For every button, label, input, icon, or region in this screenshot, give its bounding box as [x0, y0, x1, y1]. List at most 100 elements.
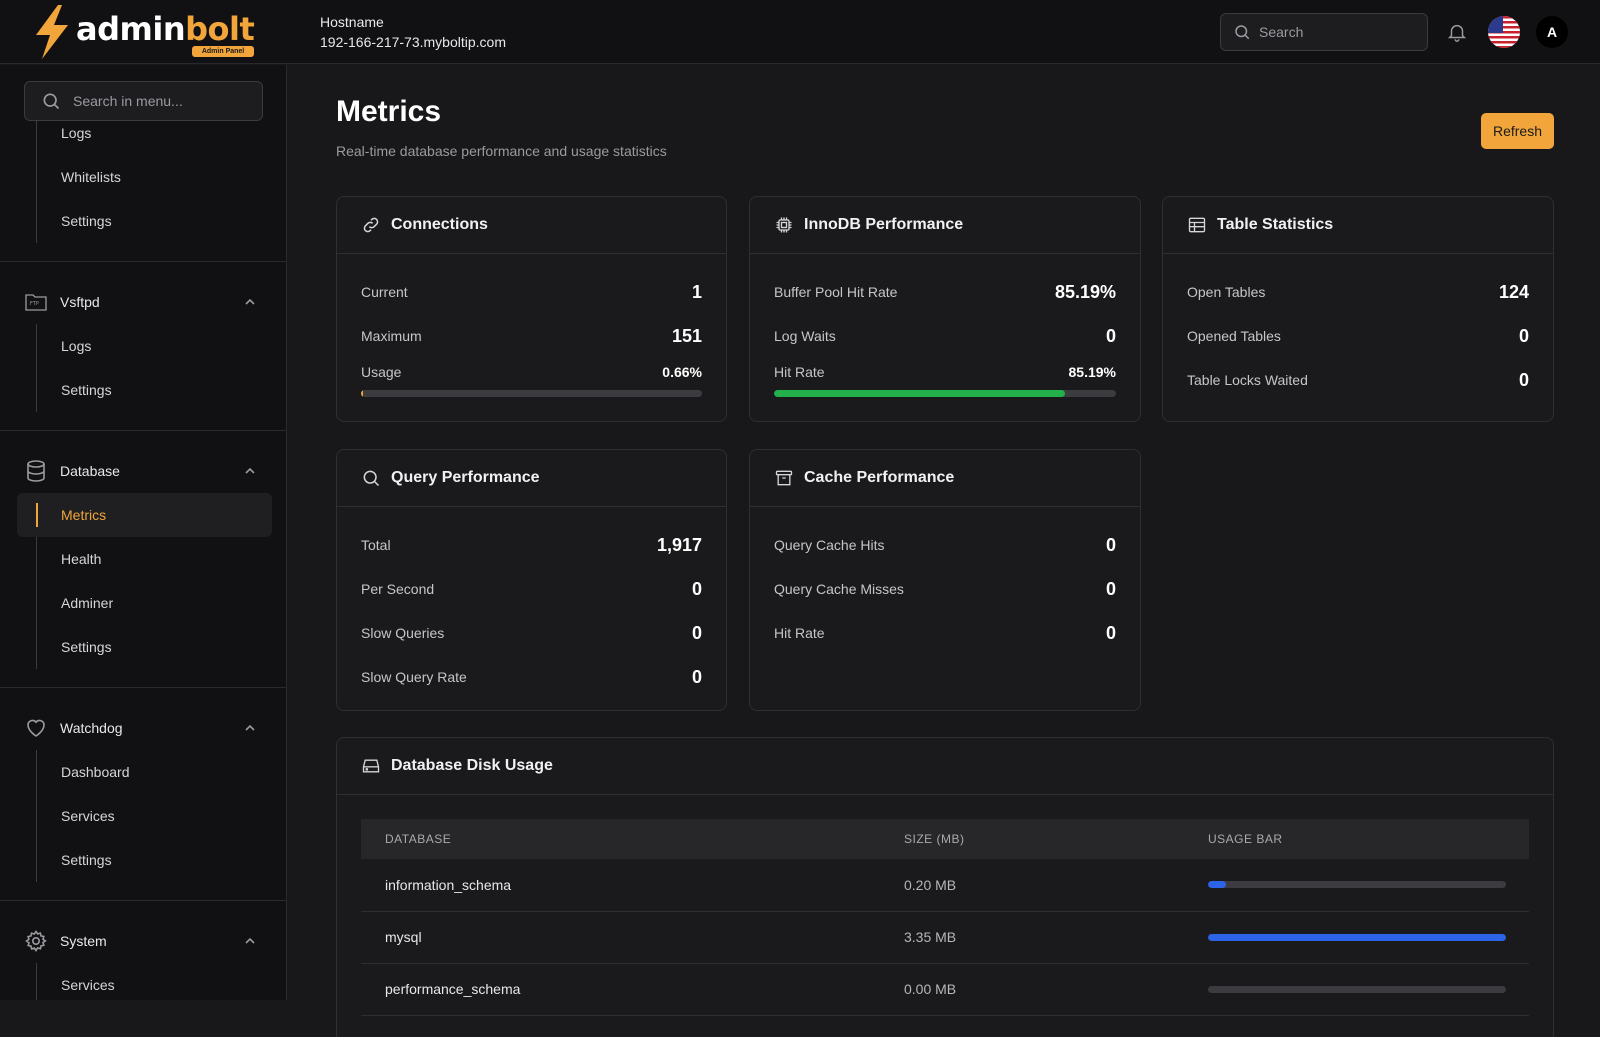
search-icon	[363, 470, 380, 487]
table-row[interactable]: information_schema 0.20 MB	[361, 859, 1529, 912]
divider	[0, 261, 286, 262]
chevron-up-icon	[245, 298, 255, 305]
metric-label: Maximum	[361, 328, 422, 344]
refresh-button[interactable]: Refresh	[1480, 113, 1554, 149]
metric-label: Hit Rate	[774, 625, 825, 641]
sidebar-item-settings[interactable]: Settings	[61, 213, 112, 229]
svg-text:FTP: FTP	[30, 301, 39, 307]
card-header: Cache Performance	[750, 450, 1140, 507]
header-search[interactable]	[1220, 13, 1428, 51]
metric-value: 0	[1518, 369, 1529, 390]
sidebar-item-adminer[interactable]: Adminer	[61, 595, 114, 611]
metric-label: Table Locks Waited	[1187, 372, 1308, 388]
gear-icon	[25, 930, 47, 952]
metric-value: 0	[691, 622, 702, 643]
query-performance-card: Query Performance Total 1,917 Per Second 0…	[336, 449, 727, 711]
metric-row: Buffer Pool Hit Rate 85.19%	[774, 270, 1116, 314]
metric-row: Per Second 0	[361, 567, 702, 611]
metric-row: Total 1,917	[361, 523, 702, 567]
metric-label: Slow Query Rate	[361, 669, 467, 685]
card-title: InnoDB Performance	[804, 216, 964, 233]
sidebar-item-settings[interactable]: Settings	[61, 382, 112, 398]
table-header-row: DATABASE SIZE (MB) USAGE BAR	[361, 819, 1529, 859]
brand-word-a: admin	[76, 9, 186, 48]
sidebar-search[interactable]	[24, 81, 263, 121]
metric-value: 124	[1498, 281, 1529, 302]
usage-progress-bar	[361, 390, 702, 397]
header-actions: A	[1220, 13, 1568, 51]
sidebar-item-metrics[interactable]: Metrics	[17, 493, 272, 537]
database-icon	[27, 460, 45, 482]
us-flag-icon[interactable]	[1488, 16, 1520, 48]
sidebar-menu: Logs Whitelists Settings FTP Vsftpd Logs…	[0, 111, 286, 1000]
metric-row: Opened Tables 0	[1187, 314, 1529, 358]
metric-label: Query Cache Misses	[774, 581, 904, 597]
table-icon	[1188, 217, 1206, 233]
metric-label: Per Second	[361, 581, 435, 597]
metric-label: Slow Queries	[361, 625, 445, 641]
card-header: Query Performance	[337, 450, 726, 507]
header-search-input[interactable]	[1259, 24, 1409, 40]
table-row[interactable]: mysql 3.35 MB	[361, 911, 1529, 964]
metric-label: Log Waits	[774, 328, 836, 344]
sidebar-subitems: Logs Settings	[36, 324, 286, 412]
divider	[0, 430, 286, 431]
brand-logo[interactable]: adminbolt Admin Panel	[0, 0, 288, 64]
metric-label: Current	[361, 284, 408, 300]
metric-value: 85.19%	[1054, 281, 1116, 302]
column-header-size[interactable]: SIZE (MB)	[880, 819, 1184, 859]
metric-label: Open Tables	[1187, 284, 1266, 300]
usage-value: 0.66%	[662, 364, 702, 380]
sidebar-item-logs[interactable]: Logs	[61, 125, 92, 141]
metric-label: Query Cache Hits	[774, 537, 885, 553]
sidebar-item-settings[interactable]: Settings	[61, 639, 112, 655]
metric-value: 0	[1105, 534, 1116, 555]
sidebar-group-system[interactable]: System	[0, 901, 286, 981]
metric-row: Query Cache Misses 0	[774, 567, 1116, 611]
metric-value: 1	[691, 281, 702, 302]
chevron-up-icon	[245, 937, 255, 944]
heart-icon	[27, 719, 45, 737]
sidebar-item-whitelists[interactable]: Whitelists	[61, 169, 121, 185]
card-title: Table Statistics	[1217, 216, 1334, 233]
bolt-icon	[36, 4, 68, 59]
table-statistics-card: Table Statistics Open Tables 124 Opened T…	[1162, 196, 1554, 422]
metric-value: 0	[1518, 325, 1529, 346]
sidebar-subitems: Metrics Health Adminer Settings	[17, 493, 286, 669]
metric-row: Current 1	[361, 270, 702, 314]
sidebar-item-settings[interactable]: Settings	[61, 852, 112, 868]
hit-rate-progress-fill	[774, 390, 1066, 397]
usage-bar-cell	[1184, 963, 1529, 1016]
metric-row: Hit Rate 0	[774, 611, 1116, 655]
divider	[0, 900, 286, 901]
usage-bar	[1208, 881, 1506, 889]
metric-value: 1,917	[656, 534, 702, 555]
sidebar-group-database[interactable]: Database	[0, 431, 286, 511]
archive-icon	[775, 470, 793, 486]
sidebar-search-input[interactable]	[73, 93, 253, 109]
sidebar-group-label: Database	[60, 463, 120, 479]
sidebar-item-services[interactable]: Services	[61, 977, 115, 993]
link-icon	[363, 217, 379, 233]
sidebar-group-vsftpd[interactable]: FTP Vsftpd	[0, 262, 286, 342]
usage-bar	[1208, 933, 1506, 941]
sidebar-item-logs[interactable]: Logs	[61, 338, 92, 354]
usage-bar	[1208, 985, 1506, 993]
chevron-up-icon	[245, 467, 255, 474]
column-header-usage-bar: USAGE BAR	[1184, 819, 1529, 859]
column-header-database[interactable]: DATABASE	[361, 819, 880, 859]
usage-bar-fill	[1208, 933, 1506, 941]
table-row[interactable]: performance_schema 0.00 MB	[361, 963, 1529, 1016]
sidebar-item-dashboard[interactable]: Dashboard	[61, 764, 130, 780]
database-size: 0.00 MB	[880, 963, 1184, 1016]
hit-rate-label: Hit Rate	[774, 364, 825, 380]
sidebar-item-health[interactable]: Health	[61, 551, 102, 567]
sidebar-item-services[interactable]: Services	[61, 808, 115, 824]
user-avatar[interactable]: A	[1536, 16, 1568, 48]
sidebar-group-watchdog[interactable]: Watchdog	[0, 688, 286, 768]
bell-icon[interactable]	[1446, 21, 1468, 43]
page-title: Metrics	[336, 95, 442, 128]
sidebar-subitems: Services	[36, 963, 286, 1000]
sidebar: Logs Whitelists Settings FTP Vsftpd Logs…	[0, 65, 287, 1000]
metric-value: 0	[1105, 622, 1116, 643]
